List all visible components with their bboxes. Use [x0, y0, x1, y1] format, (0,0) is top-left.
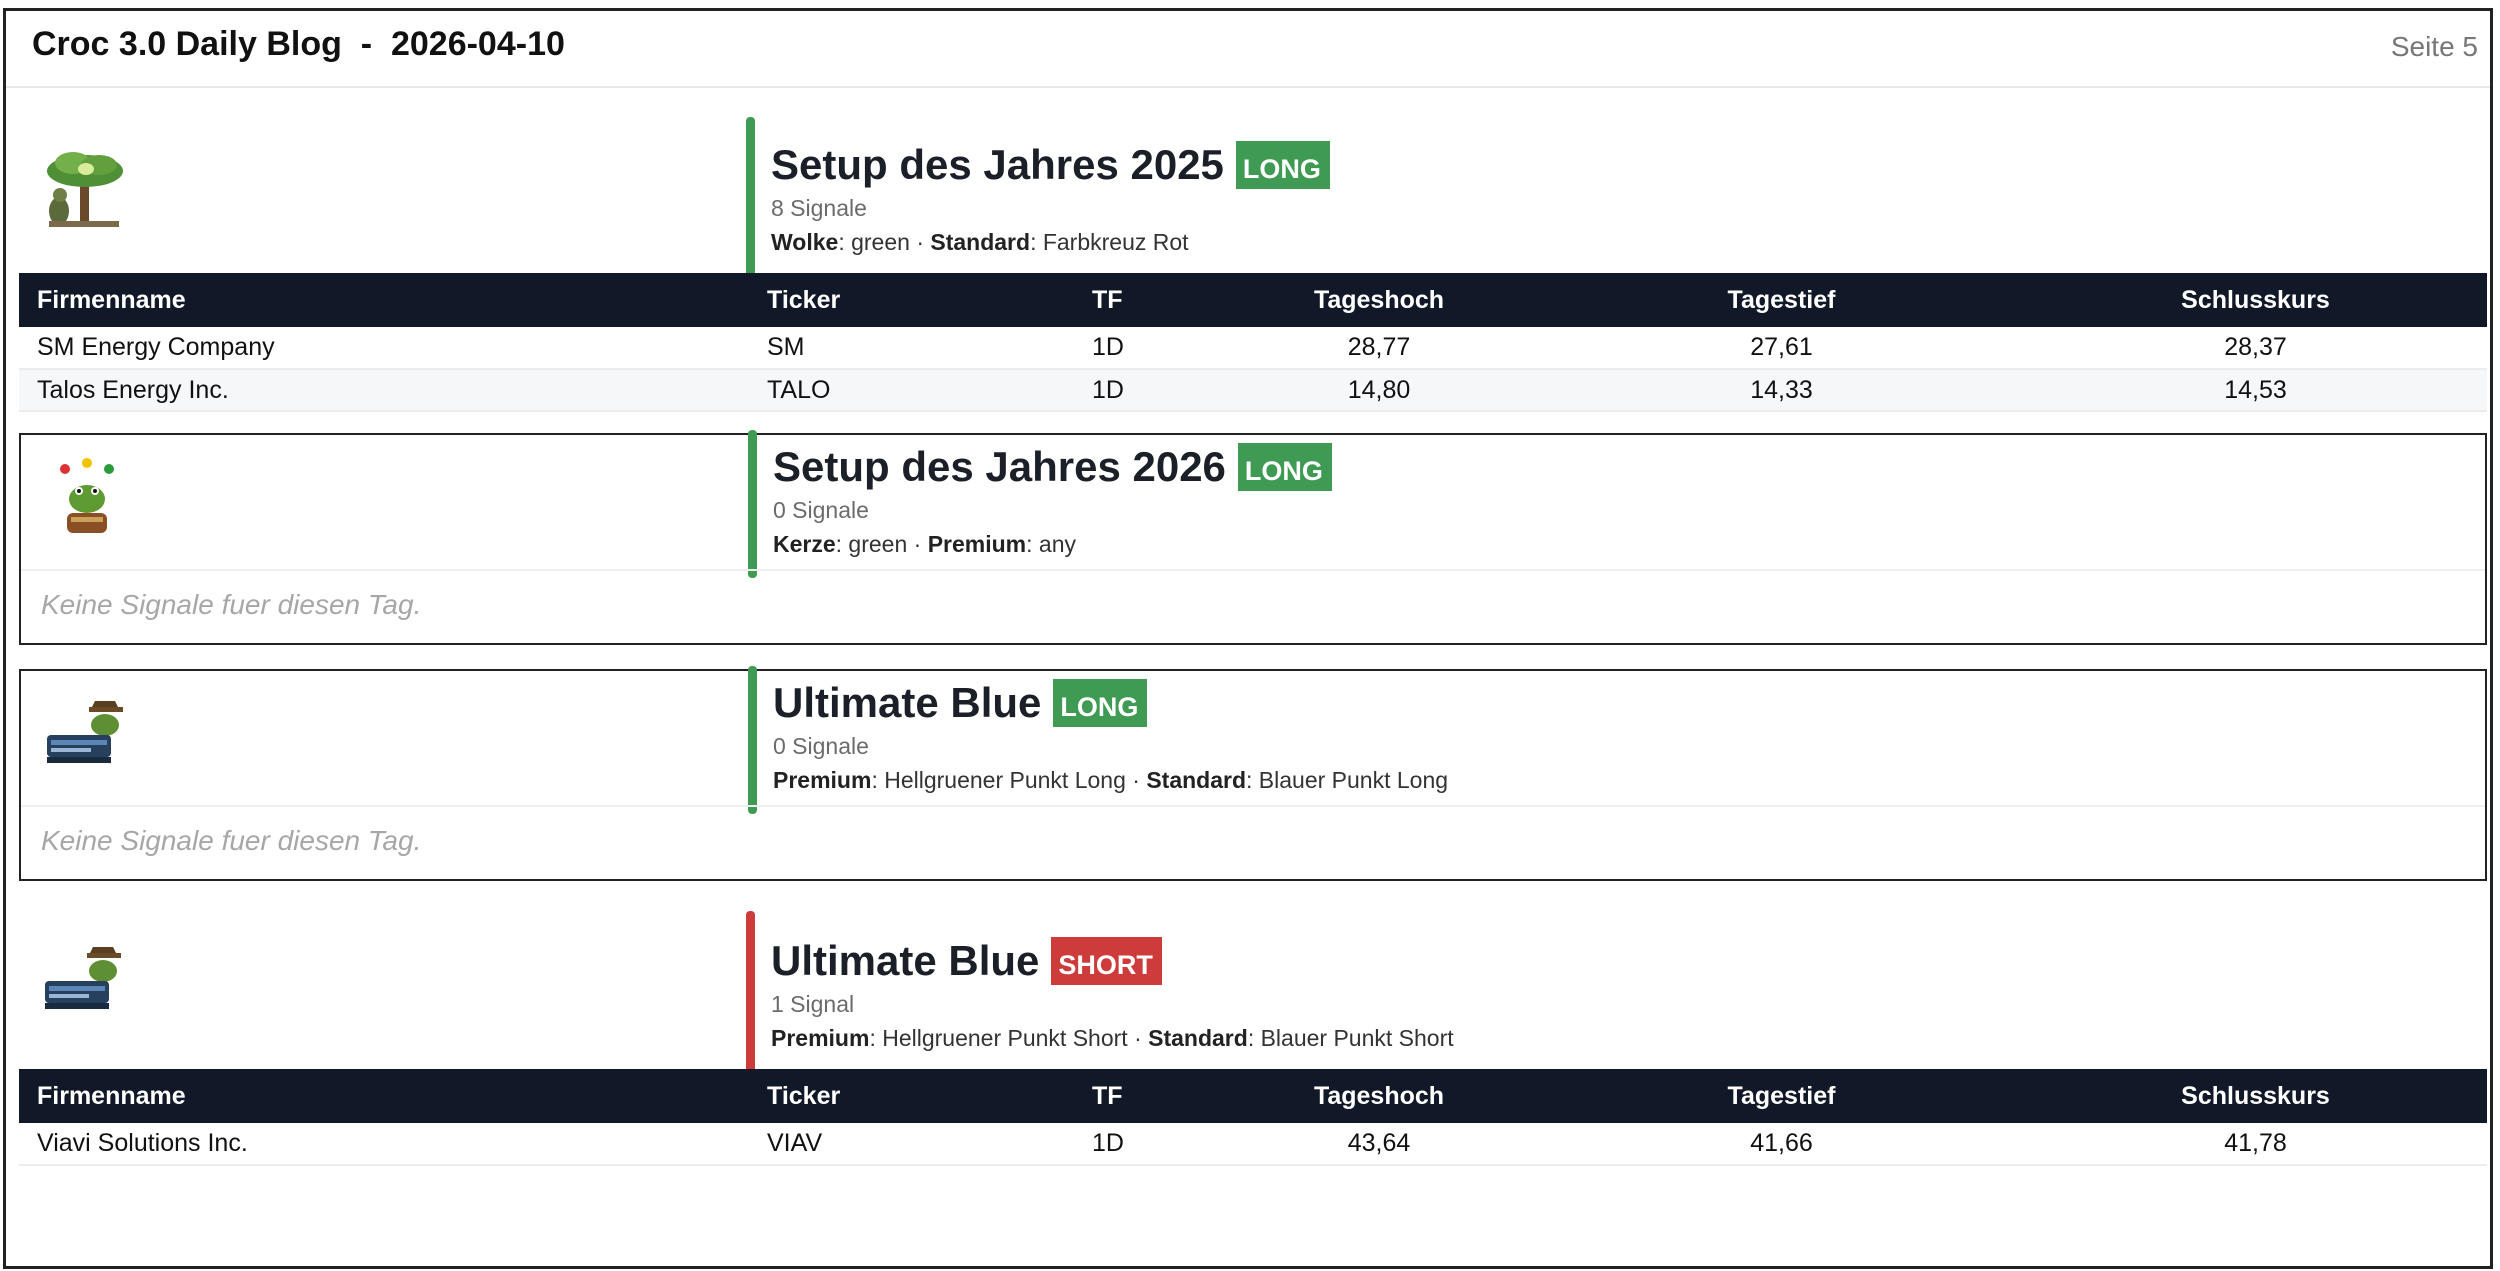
- page-header: Croc 3.0 Daily Blog - 2026-04-10 Seite 5: [6, 11, 2490, 88]
- criteria-value: : green ·: [835, 531, 928, 557]
- table-row: Talos Energy Inc. TALO 1D 14,80 14,33 14…: [19, 369, 2487, 412]
- tree-crocodile-icon: [47, 152, 123, 227]
- section-title-text: Setup des Jahres 2025: [771, 141, 1224, 188]
- direction-badge: LONG: [1053, 679, 1148, 727]
- col-header: Tagestief: [1727, 1081, 1836, 1110]
- section-title-text: Ultimate Blue: [773, 679, 1042, 726]
- cell-timeframe: 1D: [1074, 327, 1219, 370]
- section-title-text: Setup des Jahres 2026: [773, 443, 1226, 490]
- table-header-row: Firmenname Ticker TF Tageshoch Tagestief…: [19, 273, 2487, 327]
- criteria-key: Wolke: [771, 229, 839, 255]
- accent-bar: [746, 117, 755, 278]
- col-header: Firmenname: [37, 1081, 186, 1110]
- accent-bar: [748, 430, 757, 578]
- cell-company: SM Energy Company: [19, 327, 749, 370]
- signals-table: Firmenname Ticker TF Tageshoch Tagestief…: [19, 273, 2487, 412]
- no-signals-text: Keine Signale fuer diesen Tag.: [41, 589, 422, 620]
- criteria-value: : Blauer Punkt Short: [1247, 1025, 1454, 1051]
- cell-low: 41,66: [1539, 1123, 2024, 1166]
- signals-table: Firmenname Ticker TF Tageshoch Tagestief…: [19, 1069, 2487, 1166]
- col-header: TF: [1092, 285, 1123, 314]
- section-ultimate-blue-long: Ultimate Blue LONG 0 Signale Premium: Hel…: [19, 666, 2487, 881]
- page-title: Croc 3.0 Daily Blog - 2026-04-10: [32, 25, 565, 63]
- section-title: Ultimate Blue SHORT: [771, 937, 1162, 985]
- page-number: Seite 5: [2390, 31, 2478, 62]
- direction-badge: SHORT: [1051, 937, 1162, 985]
- accent-bar: [746, 911, 755, 1074]
- cell-timeframe: 1D: [1074, 1123, 1219, 1166]
- table-row: SM Energy Company SM 1D 28,77 27,61 28,3…: [19, 327, 2487, 370]
- juggling-frog-icon: [60, 458, 114, 533]
- cell-low: 14,33: [1539, 369, 2024, 412]
- criteria-line: Wolke: green · Standard: Farbkreuz Rot: [771, 229, 1189, 256]
- cell-ticker: TALO: [749, 369, 1074, 412]
- section-title-text: Ultimate Blue: [771, 937, 1040, 984]
- no-signals-text: Keine Signale fuer diesen Tag.: [41, 825, 422, 856]
- col-header: Ticker: [767, 285, 841, 314]
- direction-badge: LONG: [1237, 443, 1332, 491]
- report-page: Croc 3.0 Daily Blog - 2026-04-10 Seite 5…: [3, 8, 2493, 1269]
- cell-ticker: SM: [749, 327, 1074, 370]
- criteria-line: Premium: Hellgruener Punkt Short · Stand…: [771, 1025, 1454, 1052]
- col-header: Schlusskurs: [2181, 1081, 2330, 1110]
- section-title: Setup des Jahres 2026 LONG: [773, 443, 1332, 491]
- cell-company: Viavi Solutions Inc.: [19, 1123, 749, 1166]
- criteria-value: : green ·: [838, 229, 931, 255]
- signal-count: 0 Signale: [773, 733, 869, 759]
- cell-close: 14,53: [2024, 369, 2487, 412]
- no-signals-row: Keine Signale fuer diesen Tag.: [21, 805, 2485, 879]
- criteria-value: : any: [1026, 531, 1077, 557]
- table-row: Viavi Solutions Inc. VIAV 1D 43,64 41,66…: [19, 1123, 2487, 1166]
- cell-high: 43,64: [1219, 1123, 1539, 1166]
- signal-count: 8 Signale: [771, 195, 867, 221]
- criteria-value: : Hellgruener Punkt Short ·: [869, 1025, 1149, 1051]
- col-header: TF: [1092, 1081, 1123, 1110]
- accent-bar: [748, 666, 757, 814]
- criteria-key: Premium: [927, 531, 1027, 557]
- section-ultimate-blue-short: Ultimate Blue SHORT 1 Signal Premium: Hel…: [19, 901, 2487, 1181]
- cell-timeframe: 1D: [1074, 369, 1219, 412]
- col-header: Tagestief: [1727, 285, 1836, 314]
- section-title: Ultimate Blue LONG: [773, 679, 1148, 727]
- section-title: Setup des Jahres 2025 LONG: [771, 141, 1330, 189]
- criteria-value: : Hellgruener Punkt Long ·: [871, 767, 1147, 793]
- criteria-value: : Blauer Punkt Long: [1246, 767, 1449, 793]
- criteria-line: Kerze: green · Premium: any: [773, 531, 1076, 558]
- criteria-value: : Farbkreuz Rot: [1030, 229, 1189, 255]
- col-header: Tageshoch: [1313, 1081, 1445, 1110]
- signal-count: 0 Signale: [773, 497, 869, 523]
- section-setup-2026-long: Setup des Jahres 2026 LONG 0 Signale Kerz…: [19, 430, 2487, 645]
- criteria-key: Standard: [1146, 767, 1247, 793]
- cell-company: Talos Energy Inc.: [19, 369, 749, 412]
- col-header: Ticker: [767, 1081, 841, 1110]
- cell-high: 28,77: [1219, 327, 1539, 370]
- crocodile-box-icon: [47, 701, 123, 763]
- cell-low: 27,61: [1539, 327, 2024, 370]
- col-header: Firmenname: [37, 285, 186, 314]
- signal-count: 1 Signal: [771, 991, 855, 1017]
- col-header: Schlusskurs: [2181, 285, 2330, 314]
- col-header: Tageshoch: [1313, 285, 1445, 314]
- cell-ticker: VIAV: [749, 1123, 1074, 1166]
- cell-close: 28,37: [2024, 327, 2487, 370]
- criteria-key: Premium: [771, 1025, 870, 1051]
- cell-close: 41,78: [2024, 1123, 2487, 1166]
- section-setup-2025-long: Setup des Jahres 2025 LONG 8 Signale Wolk…: [19, 101, 2487, 426]
- criteria-key: Standard: [930, 229, 1031, 255]
- criteria-line: Premium: Hellgruener Punkt Long · Standa…: [773, 767, 1448, 794]
- criteria-key: Kerze: [773, 531, 836, 557]
- direction-badge: LONG: [1235, 141, 1330, 189]
- no-signals-row: Keine Signale fuer diesen Tag.: [21, 569, 2485, 643]
- crocodile-box-icon: [45, 947, 121, 1009]
- table-header-row: Firmenname Ticker TF Tageshoch Tagestief…: [19, 1069, 2487, 1123]
- criteria-key: Premium: [773, 767, 872, 793]
- criteria-key: Standard: [1148, 1025, 1248, 1051]
- cell-high: 14,80: [1219, 369, 1539, 412]
